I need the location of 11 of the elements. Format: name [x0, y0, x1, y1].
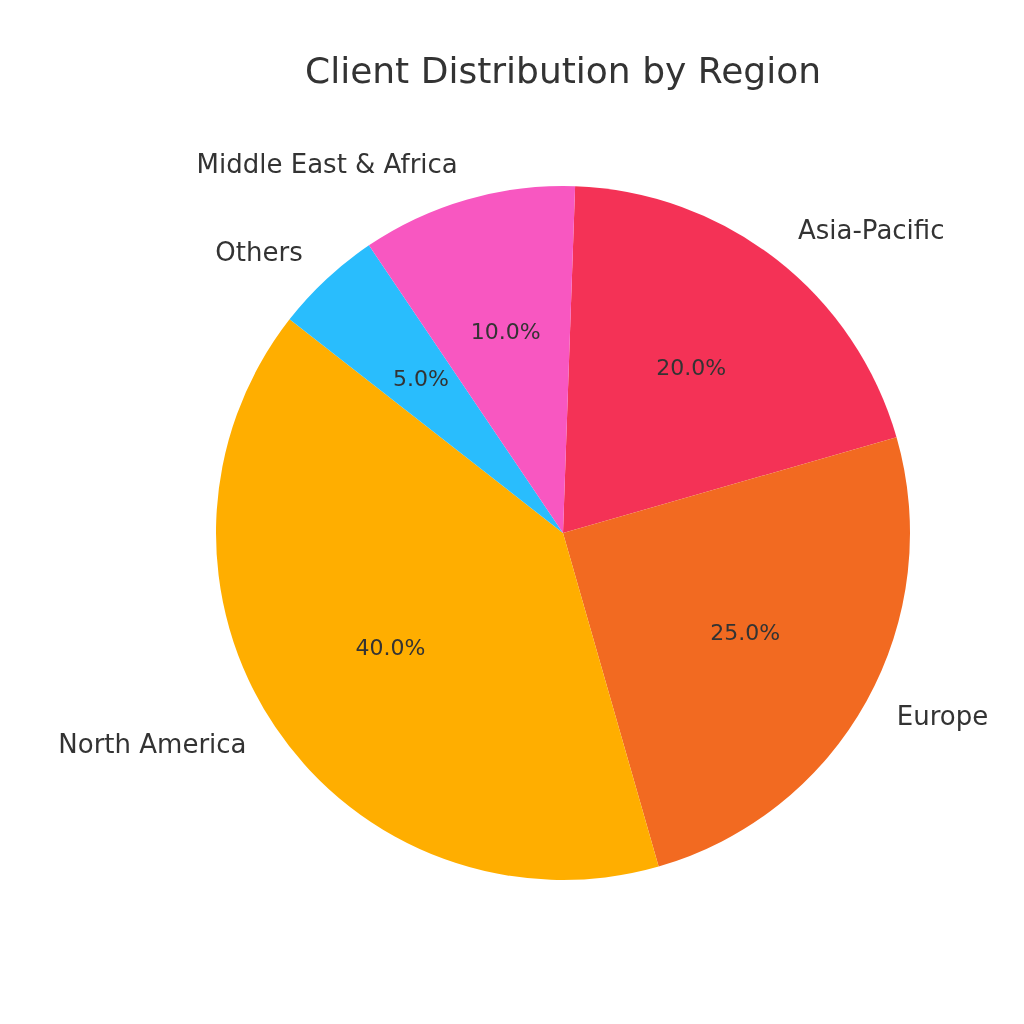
slice-label: North America — [58, 729, 247, 760]
slice-label: Middle East & Africa — [196, 148, 458, 179]
data-label: 10.0% — [470, 318, 541, 344]
data-label: 20.0% — [656, 354, 727, 380]
data-label: 5.0% — [393, 366, 449, 392]
slice-label: Asia-Pacific — [798, 214, 945, 245]
slice-label: Others — [215, 236, 303, 267]
data-label: 25.0% — [710, 619, 781, 645]
data-label: 40.0% — [355, 635, 426, 661]
chart-title: Client Distribution by Region — [304, 50, 822, 91]
slice-label: Europe — [896, 700, 989, 731]
